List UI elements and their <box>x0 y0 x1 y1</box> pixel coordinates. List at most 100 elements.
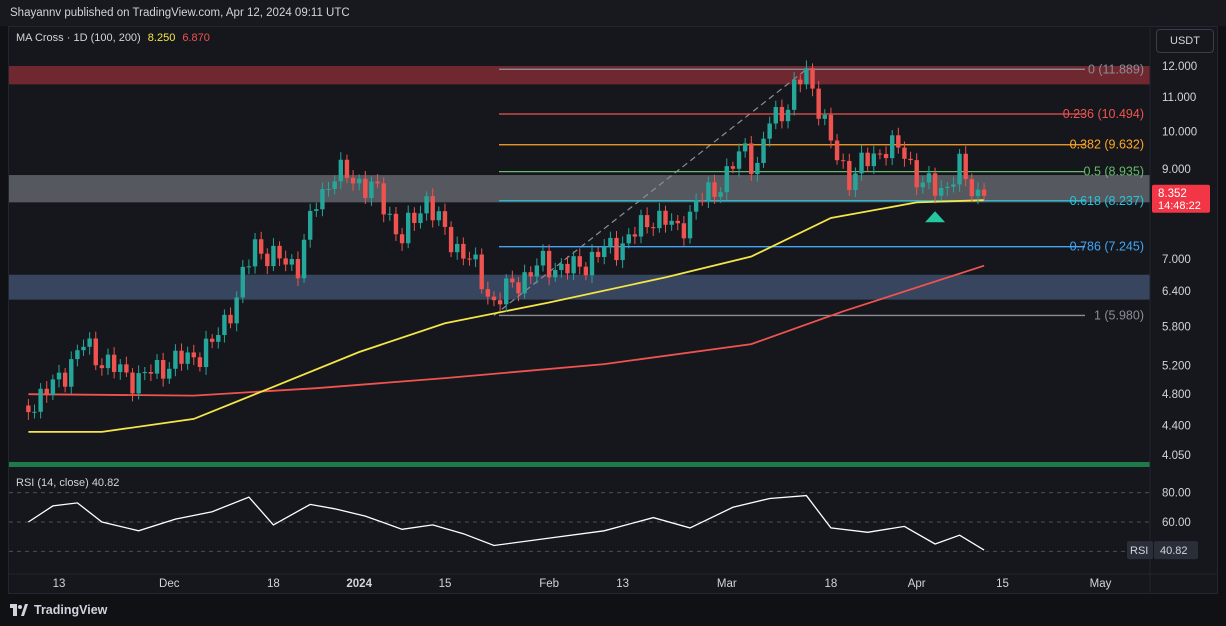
candle-body <box>258 239 264 254</box>
candle-body <box>883 154 889 159</box>
time-axis-tick: 13 <box>616 578 629 590</box>
rsi-legend-value: 40.82 <box>91 477 120 489</box>
candle-body <box>981 189 987 196</box>
candle-body <box>461 243 466 259</box>
candle-body <box>528 272 533 277</box>
candle-body <box>173 350 178 369</box>
candle-body <box>93 338 98 366</box>
zone-resistance <box>9 66 1150 85</box>
candle-body <box>222 314 227 336</box>
price-axis-tick: 11.000 <box>1162 92 1196 104</box>
candle-body <box>38 388 43 412</box>
time-axis-tick: 2024 <box>346 578 372 590</box>
candle-body <box>479 254 484 290</box>
candle-body <box>516 282 521 294</box>
candle-body <box>510 278 515 283</box>
candle-body <box>969 179 975 197</box>
tradingview-brand[interactable]: TradingView <box>10 603 107 617</box>
candle-body <box>504 278 509 305</box>
candle-body <box>344 159 350 178</box>
candle-body <box>779 106 785 122</box>
rsi-line <box>28 494 985 551</box>
rsi-legend-label: RSI (14, close) <box>16 477 89 489</box>
candle-body <box>381 183 386 215</box>
candle-body <box>889 135 895 159</box>
ma200-legend-value: 6.870 <box>182 32 210 44</box>
time-axis-tick: 15 <box>996 578 1009 590</box>
candle-body <box>706 182 711 201</box>
candle-body <box>522 272 527 294</box>
candle-body <box>798 79 803 85</box>
candle-body <box>663 210 668 225</box>
candle-body <box>853 173 858 190</box>
candle-body <box>209 338 215 342</box>
candle-body <box>332 181 337 189</box>
candle-body <box>81 346 86 351</box>
candle-body <box>608 237 613 247</box>
candle-body <box>160 360 166 379</box>
candle-body <box>412 212 417 223</box>
ma-cross-legend: MA Cross · 1D (100, 200) 8.250 6.870 <box>16 32 214 44</box>
candle-body <box>136 373 141 394</box>
candle-body <box>62 372 68 387</box>
candle-body <box>467 258 472 260</box>
candle-body <box>473 254 478 260</box>
price-axis-tick: 10.000 <box>1162 126 1197 138</box>
candle-body <box>865 152 870 167</box>
candle-body <box>908 158 913 161</box>
candle-body <box>105 354 111 369</box>
candle-body <box>614 237 619 261</box>
candle-body <box>565 263 570 274</box>
candle-body <box>191 352 196 358</box>
candle-body <box>69 359 74 387</box>
candle-body <box>975 189 981 197</box>
candle-body <box>669 220 674 225</box>
candle-body <box>791 79 797 110</box>
candle-body <box>945 186 950 188</box>
candle-body <box>626 234 631 244</box>
chart-frame[interactable] <box>8 26 1218 594</box>
candle-body <box>700 200 705 202</box>
ma-legend-label: MA Cross · 1D (100, 200) <box>16 32 141 44</box>
candle-body <box>314 209 319 211</box>
price-axis-tick: 4.050 <box>1162 450 1191 462</box>
time-axis-tick: 18 <box>267 578 280 590</box>
candle-body <box>167 368 172 379</box>
rsi-axis-tick: 80.00 <box>1162 488 1191 500</box>
fib-level-label: 0.236 (10.494) <box>1063 107 1144 121</box>
time-axis-tick: May <box>1090 578 1112 590</box>
candle-body <box>56 372 62 380</box>
fib-level-label: 0.618 (8.237) <box>1070 194 1144 208</box>
candle-body <box>926 173 932 183</box>
candle-body <box>847 160 852 190</box>
current-price-badge <box>1152 184 1210 213</box>
candle-body <box>559 263 564 271</box>
ma200-line <box>28 264 985 397</box>
candle-body <box>436 211 442 221</box>
candle-body <box>571 256 576 274</box>
candle-body <box>350 177 356 184</box>
candle-body <box>553 270 558 278</box>
candle-body <box>816 88 821 119</box>
price-axis-tick: 4.400 <box>1162 420 1191 432</box>
price-axis-tick: 4.800 <box>1162 389 1191 401</box>
candle-body <box>442 211 448 227</box>
candle-body <box>957 153 962 185</box>
candle-body <box>546 250 552 278</box>
candle-body <box>540 250 546 266</box>
rsi-badge-value: 40.82 <box>1160 545 1188 557</box>
candle-body <box>399 234 405 244</box>
candle-body <box>963 153 968 180</box>
brand-label: TradingView <box>34 603 108 617</box>
candle-body <box>26 405 31 413</box>
candle-body <box>834 140 840 161</box>
candle-body <box>534 265 540 277</box>
candle-body <box>902 147 907 159</box>
currency-button[interactable]: USDT <box>1156 29 1214 53</box>
candle-body <box>295 258 301 279</box>
candle-body <box>724 166 729 193</box>
candle-body <box>920 182 926 188</box>
candle-body <box>632 234 638 237</box>
candle-body <box>307 210 313 240</box>
